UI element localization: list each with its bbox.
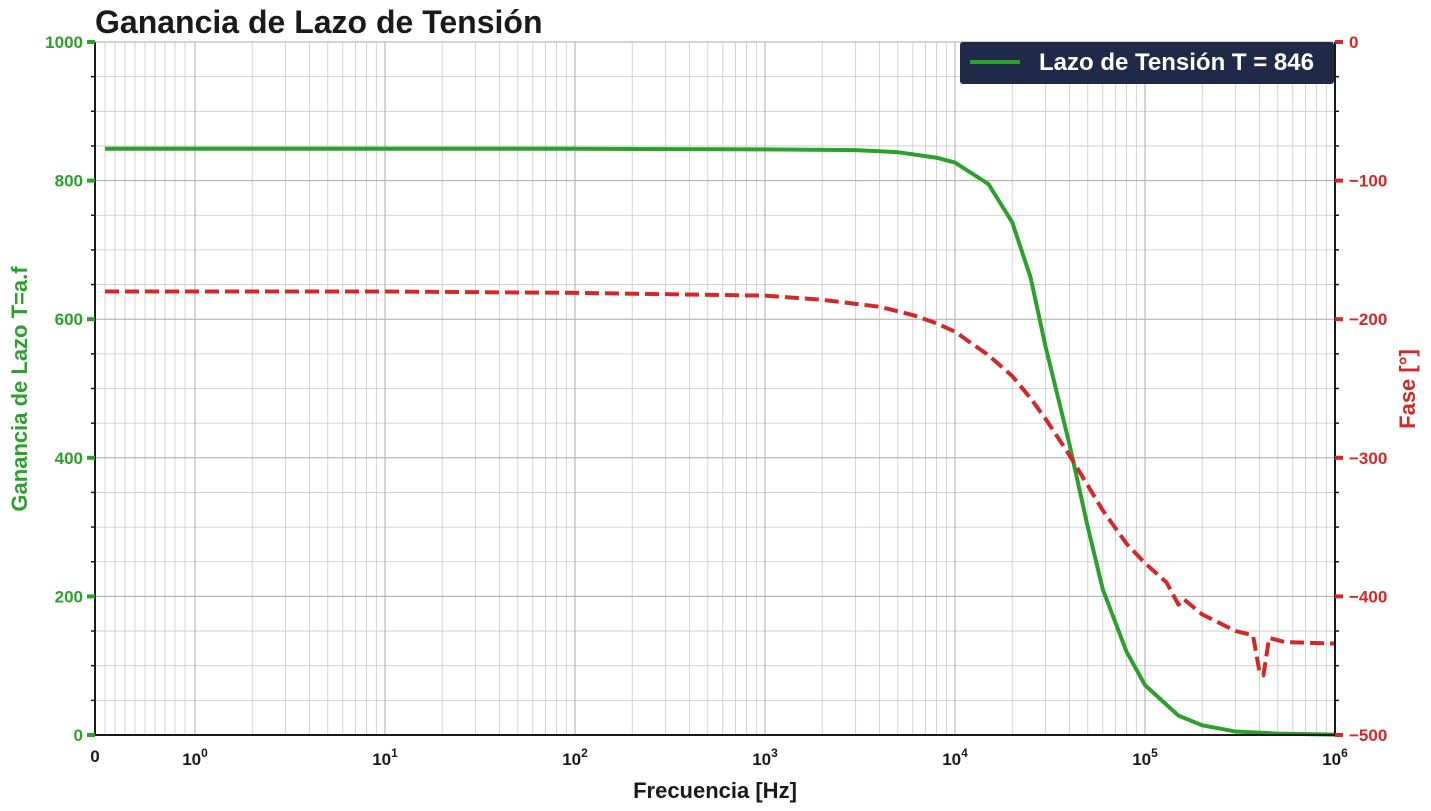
- series-layer: [105, 146, 1336, 737]
- tick-label-x: 101: [372, 746, 398, 769]
- tick-label-right: −300: [1349, 449, 1387, 468]
- tick-label-left: 0: [74, 726, 83, 745]
- y-axis-label-left: Ganancia de Lazo T=a.f: [7, 266, 32, 512]
- phase-series-line: [105, 289, 1336, 678]
- grid-minor: [95, 42, 1335, 735]
- tick-label-x: 104: [942, 746, 968, 769]
- tick-label-left: 600: [55, 310, 83, 329]
- chart-title: Ganancia de Lazo de Tensión: [95, 4, 543, 40]
- ticks-layer: 0 200 400 600 800 1000 0 −100 −200 −300 −400 −500 0 1…: [45, 33, 1387, 769]
- gain-series-line: [105, 146, 1336, 737]
- tick-label-x: 105: [1132, 746, 1158, 769]
- tick-label-x: 106: [1322, 746, 1348, 769]
- y-axis-label-right: Fase [°]: [1395, 349, 1420, 429]
- tick-label-left: 1000: [45, 33, 83, 52]
- tick-label-x: 103: [752, 746, 778, 769]
- tick-label-right: −500: [1349, 726, 1387, 745]
- tick-label-left: 800: [55, 172, 83, 191]
- tick-label-x: 102: [562, 746, 588, 769]
- tick-label-left: 200: [55, 587, 83, 606]
- tick-label-right: −400: [1349, 587, 1387, 606]
- x-axis-label: Frecuencia [Hz]: [633, 778, 797, 803]
- tick-label-x: 0: [90, 747, 99, 766]
- tick-label-right: 0: [1349, 33, 1358, 52]
- tick-label-right: −200: [1349, 310, 1387, 329]
- tick-label-left: 400: [55, 449, 83, 468]
- tick-label-right: −100: [1349, 172, 1387, 191]
- legend-label-gain: Lazo de Tensión T = 846: [1039, 49, 1314, 76]
- legend: Lazo de Tensión T = 846: [960, 42, 1334, 84]
- tick-label-x: 100: [182, 746, 208, 769]
- legend-box: [960, 42, 1334, 84]
